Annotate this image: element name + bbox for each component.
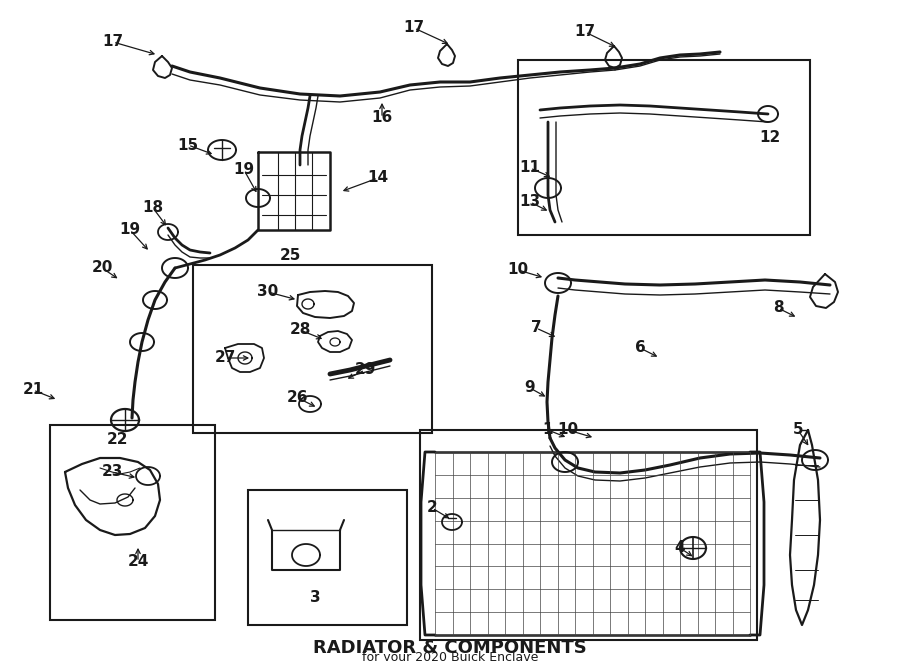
- Text: 29: 29: [355, 362, 375, 377]
- Text: 19: 19: [233, 163, 255, 178]
- Text: 27: 27: [214, 350, 236, 366]
- Text: 15: 15: [177, 137, 199, 153]
- Text: 10: 10: [557, 422, 579, 438]
- Text: 14: 14: [367, 171, 389, 186]
- Bar: [518, 60, 810, 235]
- Text: 17: 17: [403, 20, 425, 36]
- Text: 7: 7: [531, 321, 541, 336]
- Text: 16: 16: [372, 110, 392, 126]
- Bar: [420, 430, 757, 640]
- Text: 12: 12: [760, 130, 780, 145]
- Bar: [193, 265, 432, 433]
- Text: 2: 2: [427, 500, 437, 516]
- Text: 5: 5: [793, 422, 804, 438]
- Text: 10: 10: [508, 262, 528, 278]
- Text: 6: 6: [634, 340, 645, 356]
- Text: 13: 13: [519, 194, 541, 210]
- Text: RADIATOR & COMPONENTS: RADIATOR & COMPONENTS: [313, 639, 587, 657]
- Bar: [50, 425, 215, 620]
- Text: 11: 11: [519, 161, 541, 176]
- Text: 19: 19: [120, 223, 140, 237]
- Text: 4: 4: [675, 541, 685, 555]
- Text: 18: 18: [142, 200, 164, 215]
- Text: 24: 24: [127, 555, 148, 570]
- Text: 23: 23: [102, 465, 122, 479]
- Text: 9: 9: [525, 381, 535, 395]
- Text: 20: 20: [91, 260, 112, 276]
- Text: 25: 25: [279, 247, 301, 262]
- Text: 17: 17: [103, 34, 123, 50]
- Text: 8: 8: [773, 301, 783, 315]
- Bar: [248, 490, 407, 625]
- Text: 22: 22: [107, 432, 129, 447]
- Text: 30: 30: [257, 284, 279, 299]
- Text: 1: 1: [543, 422, 553, 438]
- Text: 26: 26: [287, 391, 309, 405]
- Text: for your 2020 Buick Enclave: for your 2020 Buick Enclave: [362, 652, 538, 661]
- Text: 21: 21: [22, 383, 43, 397]
- Text: 28: 28: [289, 323, 310, 338]
- Text: 17: 17: [574, 24, 596, 40]
- Text: 3: 3: [310, 590, 320, 605]
